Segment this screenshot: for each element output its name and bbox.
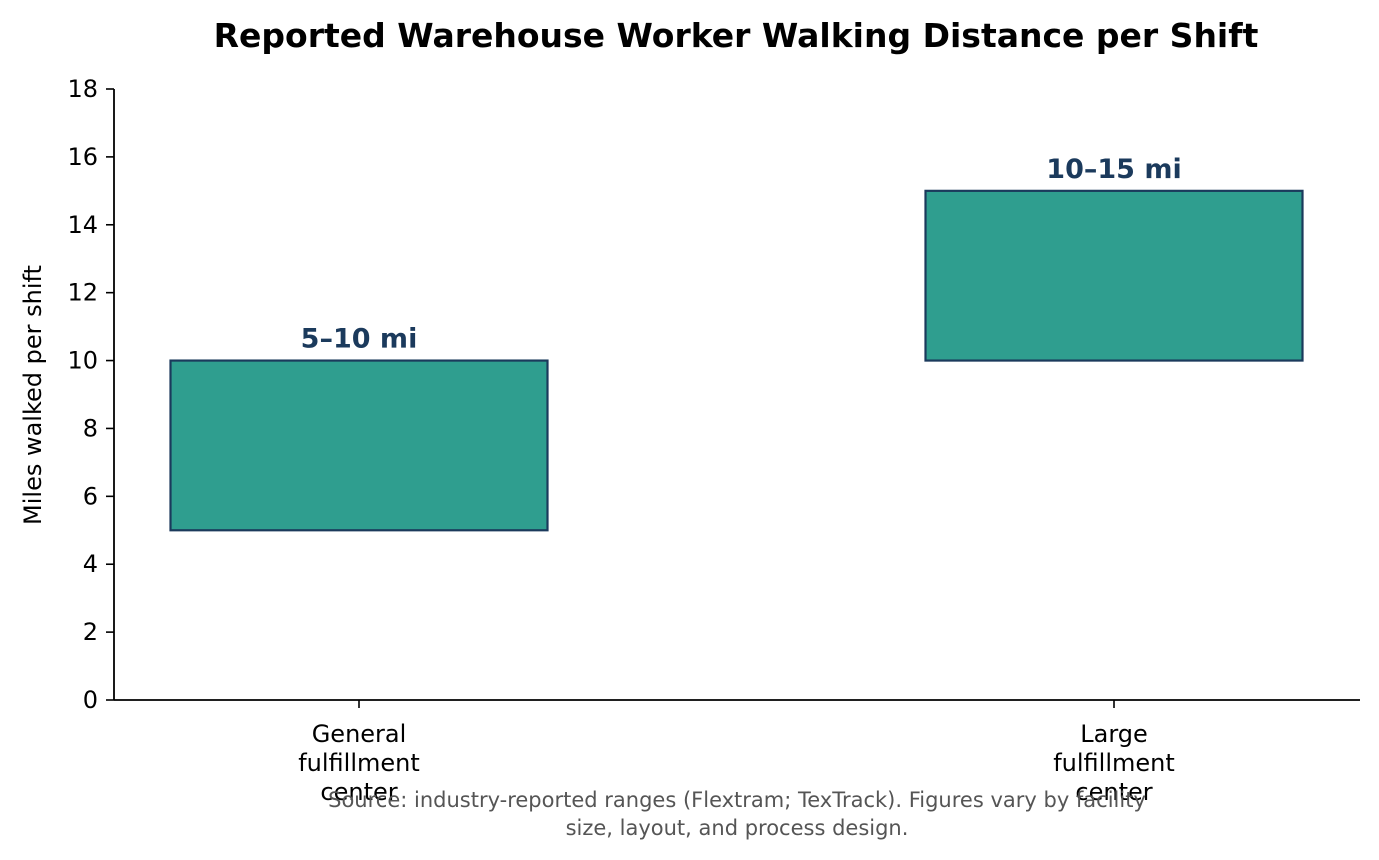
y-tick-label-2: 2 bbox=[83, 618, 98, 646]
y-tick-label-6: 6 bbox=[83, 482, 98, 510]
data-label-1: 5–10 mi bbox=[301, 324, 418, 355]
y-tick-label-0: 0 bbox=[83, 686, 98, 714]
y-tick-label-12: 12 bbox=[67, 279, 98, 307]
source-note-line2: size, layout, and process design. bbox=[566, 816, 909, 840]
source-note-line1: Source: industry-reported ranges (Flextr… bbox=[328, 788, 1146, 812]
range-bar-1 bbox=[169, 359, 549, 532]
y-tick-label-4: 4 bbox=[83, 550, 98, 578]
y-tick-label-14: 14 bbox=[67, 211, 98, 239]
chart-title: Reported Warehouse Worker Walking Distan… bbox=[214, 16, 1259, 55]
category-label-1-line-3: center bbox=[320, 778, 397, 806]
y-tick-label-10: 10 bbox=[67, 347, 98, 375]
data-label-2: 10–15 mi bbox=[1046, 154, 1181, 185]
y-tick-label-16: 16 bbox=[67, 143, 98, 171]
y-tick-label-18: 18 bbox=[67, 75, 98, 103]
category-label-1-line-2: fulfillment bbox=[298, 749, 420, 777]
category-label-2-line-3: center bbox=[1075, 778, 1152, 806]
category-label-1-line-1: General bbox=[312, 720, 407, 748]
category-label-2-line-1: Large bbox=[1080, 720, 1148, 748]
category-label-1: General fulfillment center bbox=[298, 720, 420, 806]
y-axis-label: Miles walked per shift bbox=[19, 265, 47, 525]
labels-layer: 5–10 mi 10–15 mi bbox=[301, 154, 1182, 355]
category-label-2-line-2: fulfillment bbox=[1053, 749, 1175, 777]
range-bar-2 bbox=[924, 189, 1304, 362]
bars-layer bbox=[169, 189, 1304, 532]
y-tick-label-8: 8 bbox=[83, 414, 98, 442]
category-label-2: Large fulfillment center bbox=[1053, 720, 1175, 806]
